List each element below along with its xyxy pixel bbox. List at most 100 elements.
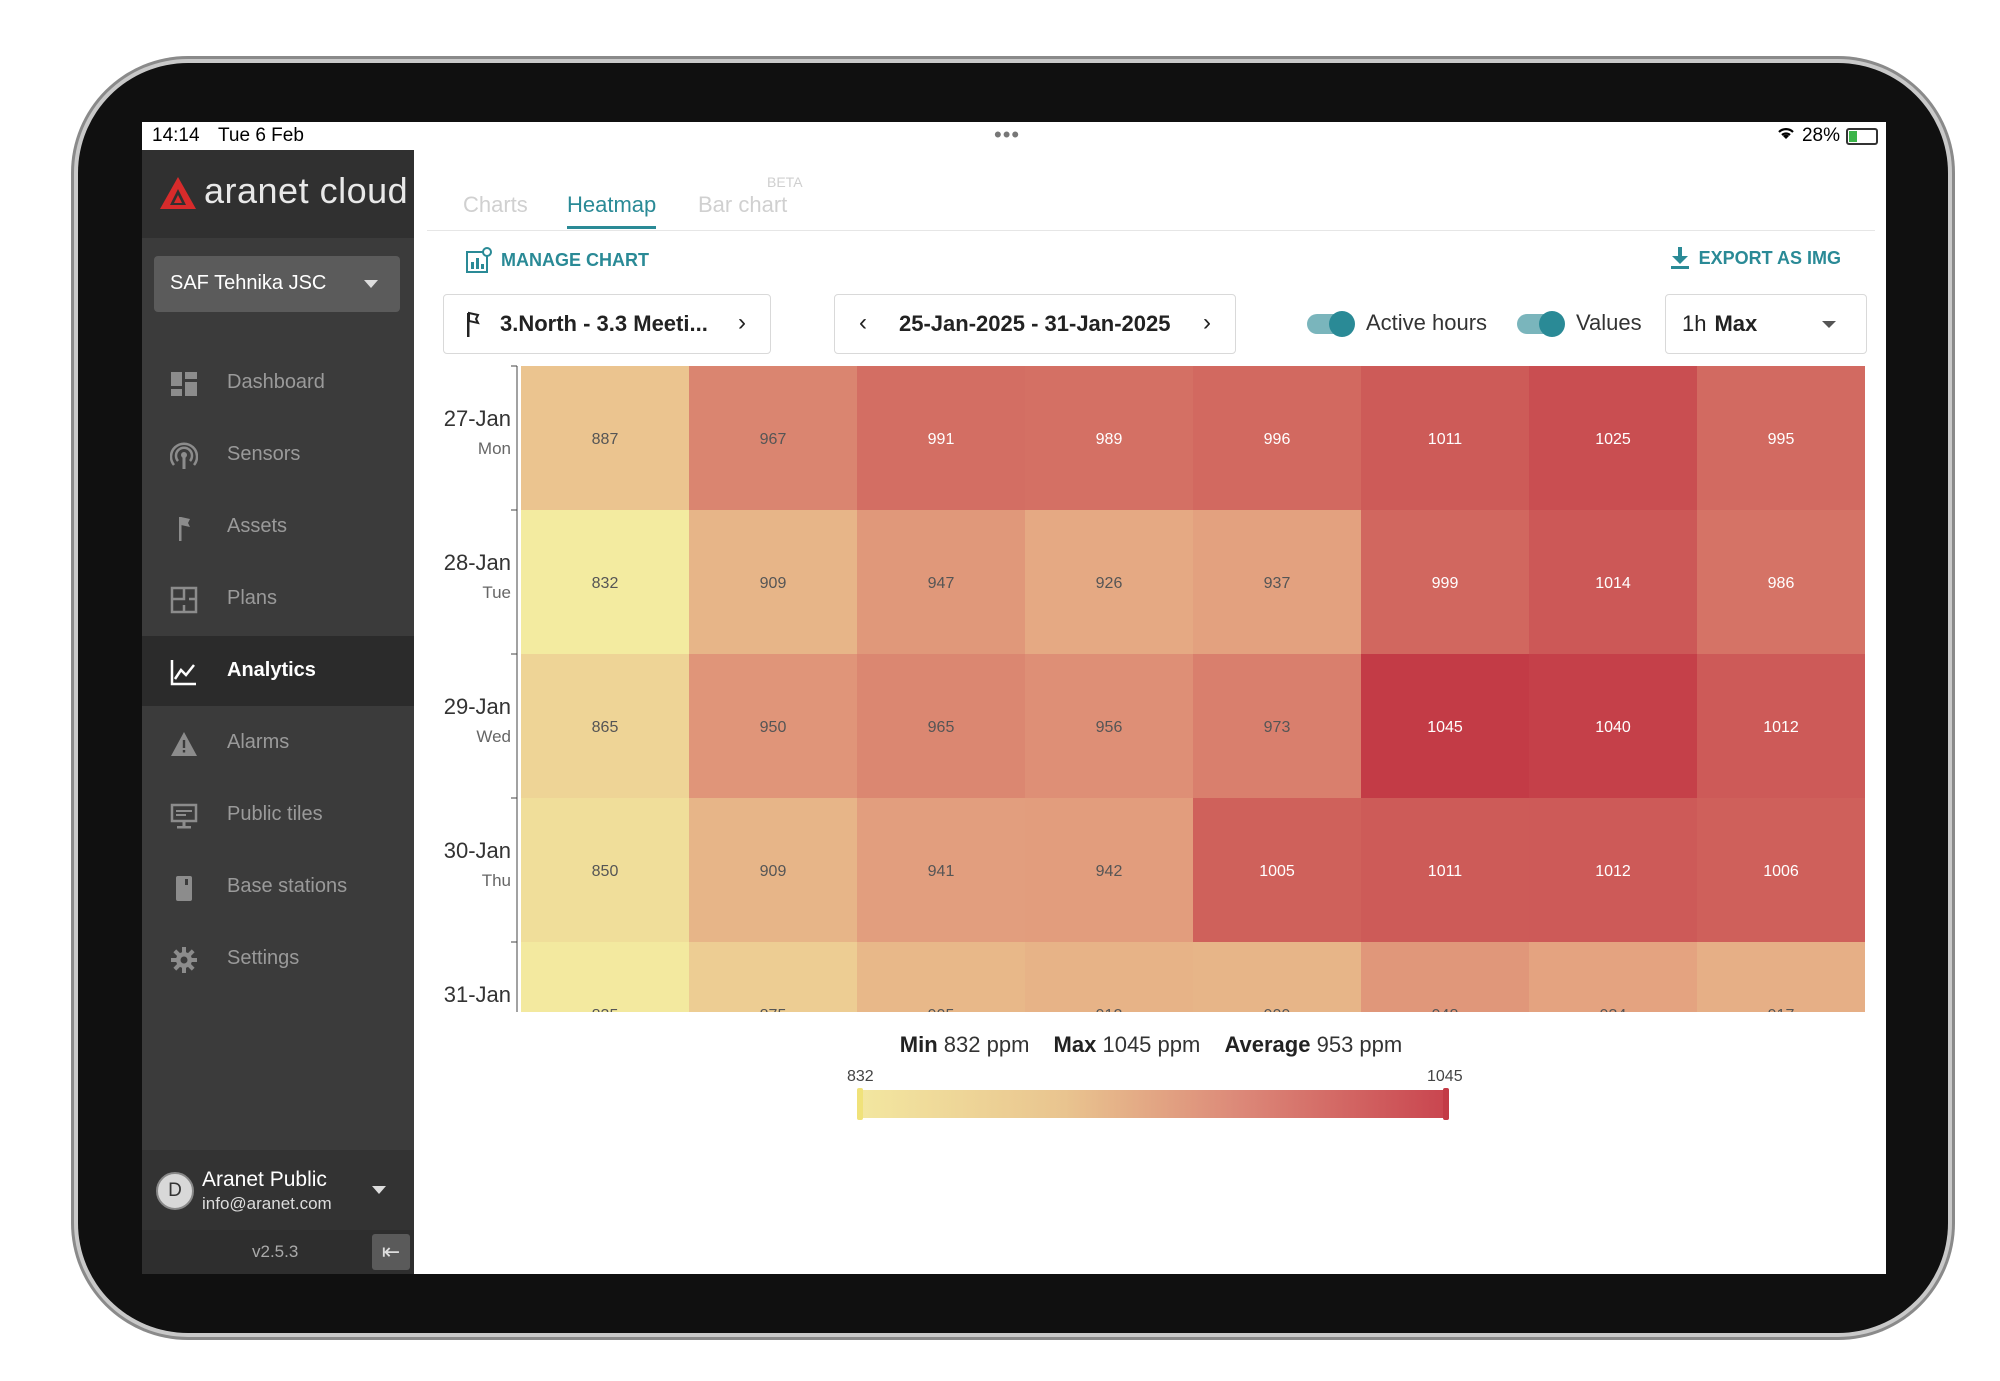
logo-text: aranet cloud xyxy=(204,170,409,211)
status-right: 28% xyxy=(1776,125,1878,147)
values-toggle[interactable] xyxy=(1517,311,1565,337)
tab-bar-chart[interactable]: Bar chart xyxy=(698,192,788,217)
sidebar-item-sensors[interactable]: Sensors xyxy=(142,420,414,490)
heatmap-cell-value: 967 xyxy=(760,431,787,448)
heatmap-cell xyxy=(689,798,857,942)
dashboard-icon xyxy=(171,372,197,396)
organization-select[interactable]: SAF Tehnika JSC xyxy=(154,256,400,312)
app-version: v2.5.3 xyxy=(252,1242,299,1261)
sidebar-item-label: Sensors xyxy=(227,443,301,465)
heatmap-cell xyxy=(1361,942,1529,1012)
monitor-icon xyxy=(170,803,198,829)
heatmap-cell xyxy=(1361,798,1529,942)
scale-min-handle[interactable] xyxy=(857,1088,863,1120)
flag-icon xyxy=(179,517,190,541)
heatmap-cell-value: 1011 xyxy=(1428,431,1463,448)
multitask-dots-icon[interactable]: ••• xyxy=(994,122,1021,147)
heatmap-cell xyxy=(857,510,1025,654)
max-value: 1045 ppm xyxy=(1102,1032,1201,1057)
heatmap-cell-value: 832 xyxy=(592,575,619,592)
heatmap-cell-value: 1012 xyxy=(1595,863,1631,880)
heatmap-cell xyxy=(689,942,857,1012)
heatmap-cell xyxy=(1361,510,1529,654)
chevron-right-icon[interactable]: › xyxy=(738,309,746,336)
manage-chart-button[interactable]: MANAGE CHART xyxy=(465,246,649,274)
sidebar-item-analytics[interactable]: Analytics xyxy=(142,636,414,706)
status-time: 14:14 xyxy=(152,125,200,146)
heatmap-cell xyxy=(1697,366,1865,510)
chevron-right-icon[interactable]: › xyxy=(1203,309,1211,336)
sidebar-item-base-stations[interactable]: Base stations xyxy=(142,852,414,922)
heatmap-cell-value: 948 xyxy=(1432,1007,1459,1012)
heatmap-cell-value: 965 xyxy=(928,719,955,736)
heatmap-cell xyxy=(1193,798,1361,942)
date-range-picker[interactable]: ‹ 25-Jan-2025 - 31-Jan-2025 › xyxy=(834,294,1236,354)
scale-max-handle[interactable] xyxy=(1443,1088,1449,1120)
heatmap-cell xyxy=(689,510,857,654)
heatmap-cell xyxy=(1529,510,1697,654)
heatmap-cell-value: 937 xyxy=(1264,575,1291,592)
user-email: info@aranet.com xyxy=(202,1194,332,1213)
y-tick-label-day: Thu xyxy=(482,871,511,890)
user-menu[interactable]: D Aranet Public info@aranet.com xyxy=(142,1150,414,1230)
heatmap-cell xyxy=(1361,366,1529,510)
heatmap-cell xyxy=(1697,510,1865,654)
export-image-button[interactable]: EXPORT AS IMG xyxy=(1669,246,1841,270)
chevron-left-icon[interactable]: ‹ xyxy=(859,309,867,336)
sidebar-item-assets[interactable]: Assets xyxy=(142,492,414,562)
heatmap-cell-value: 1012 xyxy=(1763,719,1799,736)
y-tick-label-date: 30-Jan xyxy=(444,838,511,863)
gear-icon xyxy=(171,947,197,973)
sidebar-item-label: Settings xyxy=(227,947,300,969)
heatmap-cell-value: 934 xyxy=(1600,1007,1627,1012)
heatmap-cell xyxy=(689,366,857,510)
heatmap-cell-value: 986 xyxy=(1768,575,1795,592)
heatmap-cell-value: 909 xyxy=(1264,1007,1291,1012)
aggregation-select[interactable]: 1h Max xyxy=(1665,294,1867,354)
chart-line-icon xyxy=(170,660,196,686)
heatmap-cell-value: 917 xyxy=(1768,1007,1795,1012)
heatmap-cell-value: 999 xyxy=(1432,575,1459,592)
battery-percent: 28% xyxy=(1801,125,1840,146)
heatmap-cell xyxy=(1193,942,1361,1012)
aggregation-function: Max xyxy=(1714,311,1758,336)
active-hours-toggle[interactable] xyxy=(1307,311,1355,337)
sidebar-item-dashboard[interactable]: Dashboard xyxy=(142,348,414,418)
heatmap-cell-value: 865 xyxy=(592,719,619,736)
caret-down-icon xyxy=(372,1186,386,1194)
sidebar-item-settings[interactable]: Settings xyxy=(142,924,414,994)
collapse-sidebar-button[interactable]: ⇤ xyxy=(372,1234,410,1270)
tab-charts[interactable]: Charts xyxy=(463,192,528,217)
color-scale-bar[interactable] xyxy=(857,1088,1449,1120)
heatmap-cell-value: 1006 xyxy=(1763,863,1799,880)
beta-badge: BETA xyxy=(767,174,803,190)
export-label: EXPORT AS IMG xyxy=(1698,247,1841,268)
sidebar-item-public-tiles[interactable]: Public tiles xyxy=(142,780,414,850)
heatmap-cell-value: 912 xyxy=(1096,1007,1123,1012)
version-bar: v2.5.3 ⇤ xyxy=(142,1230,414,1274)
heatmap-cell-value: 909 xyxy=(760,863,787,880)
heatmap-cell-value: 950 xyxy=(760,719,787,736)
caret-down-icon xyxy=(1822,321,1836,328)
heatmap-cell xyxy=(1529,942,1697,1012)
heatmap-cell-value: 850 xyxy=(592,863,619,880)
y-tick-label-day: Wed xyxy=(476,727,511,746)
aranet-logo-icon xyxy=(160,177,196,214)
heatmap-cell xyxy=(857,942,1025,1012)
logo-area: aranet cloud xyxy=(142,150,414,238)
heatmap-cell xyxy=(1025,798,1193,942)
asset-selector[interactable]: 3.North - 3.3 Meeti... › xyxy=(443,294,771,354)
main-panel: Charts Heatmap Bar chart BETA MANAGE CHA… xyxy=(427,162,1875,1262)
download-icon xyxy=(1670,247,1689,269)
heatmap-cell-value: 905 xyxy=(928,1007,955,1012)
heatmap-cell-value: 1011 xyxy=(1428,863,1463,880)
tab-heatmap[interactable]: Heatmap xyxy=(567,192,657,229)
warning-icon xyxy=(171,732,197,756)
y-tick-label-date: 27-Jan xyxy=(444,406,511,431)
sidebar-item-alarms[interactable]: Alarms xyxy=(142,708,414,778)
y-tick-label-date: 28-Jan xyxy=(444,550,511,575)
sidebar-item-label: Alarms xyxy=(227,731,290,753)
sidebar-item-plans[interactable]: Plans xyxy=(142,564,414,634)
y-tick-label-date: 31-Jan xyxy=(444,982,511,1007)
status-date: Tue 6 Feb xyxy=(218,125,304,146)
